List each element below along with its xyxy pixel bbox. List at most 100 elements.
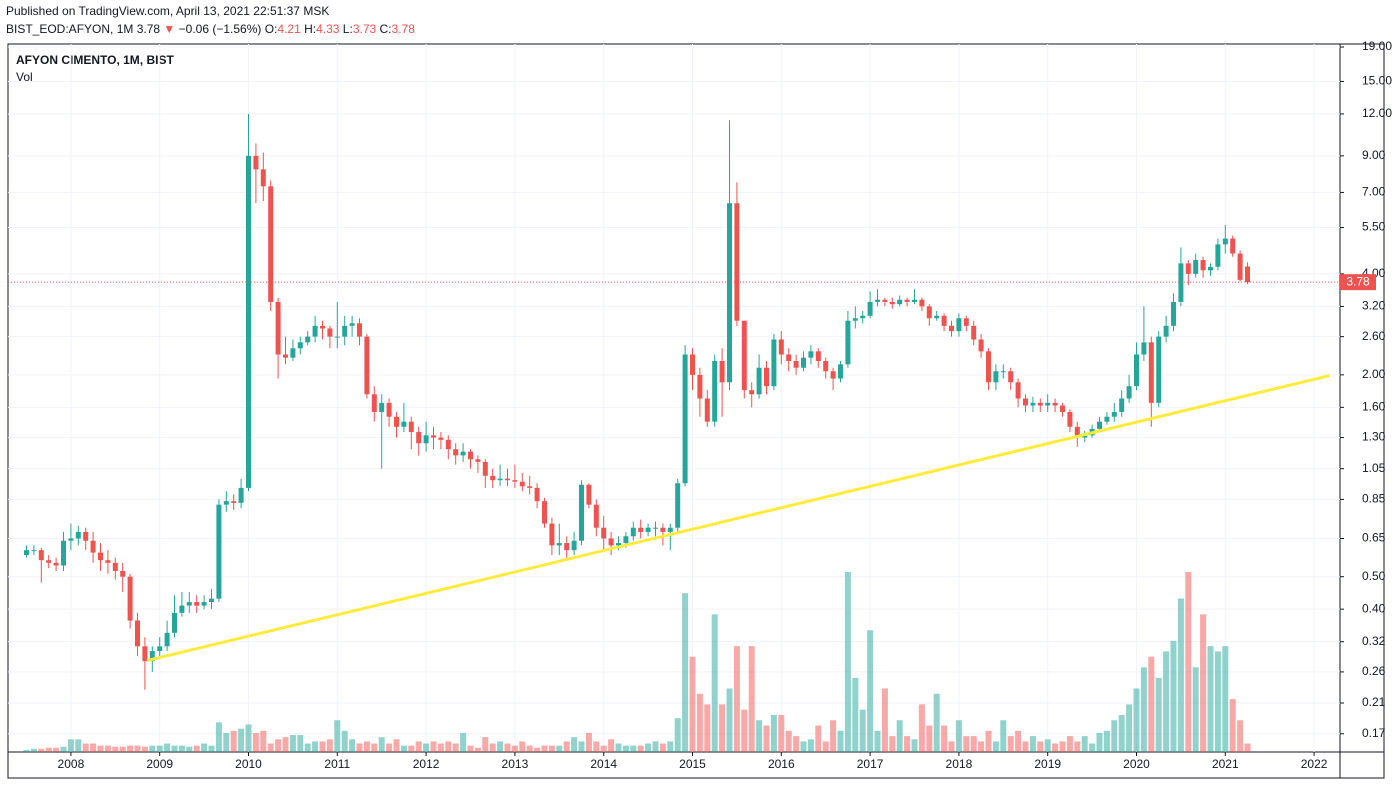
volume-bar (134, 745, 141, 752)
y-tick-label: 1.05 (1362, 461, 1386, 475)
volume-bar (1059, 741, 1066, 752)
y-tick-label: 0.21 (1362, 695, 1386, 709)
candle-body (690, 354, 695, 375)
volume-bar (652, 741, 659, 752)
volume-bar (1163, 651, 1170, 752)
volume-bar (1222, 646, 1229, 752)
volume-bar (497, 741, 504, 752)
candle-body (231, 501, 237, 503)
l-label: L: (342, 22, 353, 36)
volume-bar (415, 741, 422, 752)
volume-bar (1207, 646, 1214, 752)
candle-body (682, 354, 688, 484)
volume-bar (674, 718, 681, 752)
x-tick-label: 2015 (679, 757, 706, 771)
candle-body (808, 351, 814, 358)
candle-body (542, 501, 547, 524)
candle-body (482, 461, 488, 476)
candle-body (1060, 405, 1065, 412)
last-price-label: 3.78 (1346, 274, 1370, 288)
volume-bar (992, 741, 999, 752)
last-price: 3.78 (136, 22, 161, 36)
candle-body (963, 318, 969, 326)
volume-bar (1089, 743, 1096, 752)
candle-body (179, 605, 185, 613)
x-tick-label: 2008 (58, 757, 85, 771)
candle-body (364, 336, 370, 395)
candle-body (275, 301, 281, 355)
candle-body (1230, 238, 1236, 254)
volume-bar (822, 741, 829, 752)
volume-bar (830, 720, 837, 752)
candle-body (956, 318, 962, 332)
volume-bar (460, 732, 467, 752)
candle-body (357, 323, 362, 337)
candle-body (312, 325, 318, 337)
candle-body (98, 552, 103, 561)
volume-bar (1037, 741, 1044, 752)
candle-body (1185, 263, 1191, 274)
x-tick-label: 2013 (502, 757, 529, 771)
candle-body (31, 550, 37, 552)
volume-bar (178, 745, 185, 752)
volume-bar (948, 741, 955, 752)
volume-bar (252, 732, 259, 752)
volume-bar (282, 737, 289, 752)
candle-body (290, 348, 296, 358)
volume-bar (741, 709, 748, 752)
candle-body (697, 374, 703, 399)
candle-body (201, 602, 207, 606)
candle-body (579, 484, 584, 541)
volume-bar (1244, 743, 1251, 752)
candle-body (645, 527, 651, 532)
plot-area (8, 44, 1340, 752)
y-tick-label: 0.65 (1362, 531, 1386, 545)
volume-bar (1015, 730, 1022, 752)
volume-bar (526, 745, 533, 752)
volume-bar (807, 739, 814, 752)
y-tick-label: 1.30 (1362, 430, 1386, 444)
volume-bar (1118, 714, 1125, 752)
candle-body (756, 367, 762, 395)
volume-bar (881, 688, 888, 752)
candle-body (1030, 402, 1036, 406)
volume-bar (75, 739, 82, 752)
candle-body (253, 155, 259, 170)
candle-body (564, 543, 570, 551)
volume-bar (645, 743, 652, 752)
candle-body (1171, 301, 1176, 326)
volume-bar (186, 746, 193, 752)
x-tick-label: 2020 (1123, 757, 1150, 771)
candle-body (1037, 402, 1043, 406)
volume-bar (896, 720, 903, 752)
candle-body (601, 527, 607, 539)
legend-title: AFYON CIMENTO, 1M, BIST (16, 53, 174, 67)
volume-bar (193, 745, 200, 752)
candle-body (860, 315, 866, 319)
candle-body (912, 299, 917, 302)
volume-bar (615, 743, 622, 752)
candle-body (53, 562, 59, 566)
volume-bar (704, 704, 711, 752)
candle-body (786, 354, 792, 361)
y-tick-label: 15.00 (1362, 74, 1392, 88)
volume-bar (104, 745, 111, 752)
candle-body (127, 576, 133, 621)
volume-bar (371, 743, 378, 752)
volume-bar (141, 746, 148, 752)
x-tick-label: 2017 (857, 757, 884, 771)
volume-bar (963, 736, 970, 752)
candle-body (68, 538, 74, 541)
volume-bar (837, 730, 844, 752)
last-price-box (1340, 274, 1376, 291)
y-tick-label: 3.20 (1362, 299, 1386, 313)
volume-bar (1066, 736, 1073, 752)
candle-body (1222, 238, 1228, 245)
volume-bar (45, 747, 52, 752)
volume-bar (904, 736, 911, 752)
volume-bar (926, 725, 933, 752)
candle-body (630, 527, 636, 537)
volume-bar (756, 720, 763, 752)
volume-bar (748, 646, 755, 752)
